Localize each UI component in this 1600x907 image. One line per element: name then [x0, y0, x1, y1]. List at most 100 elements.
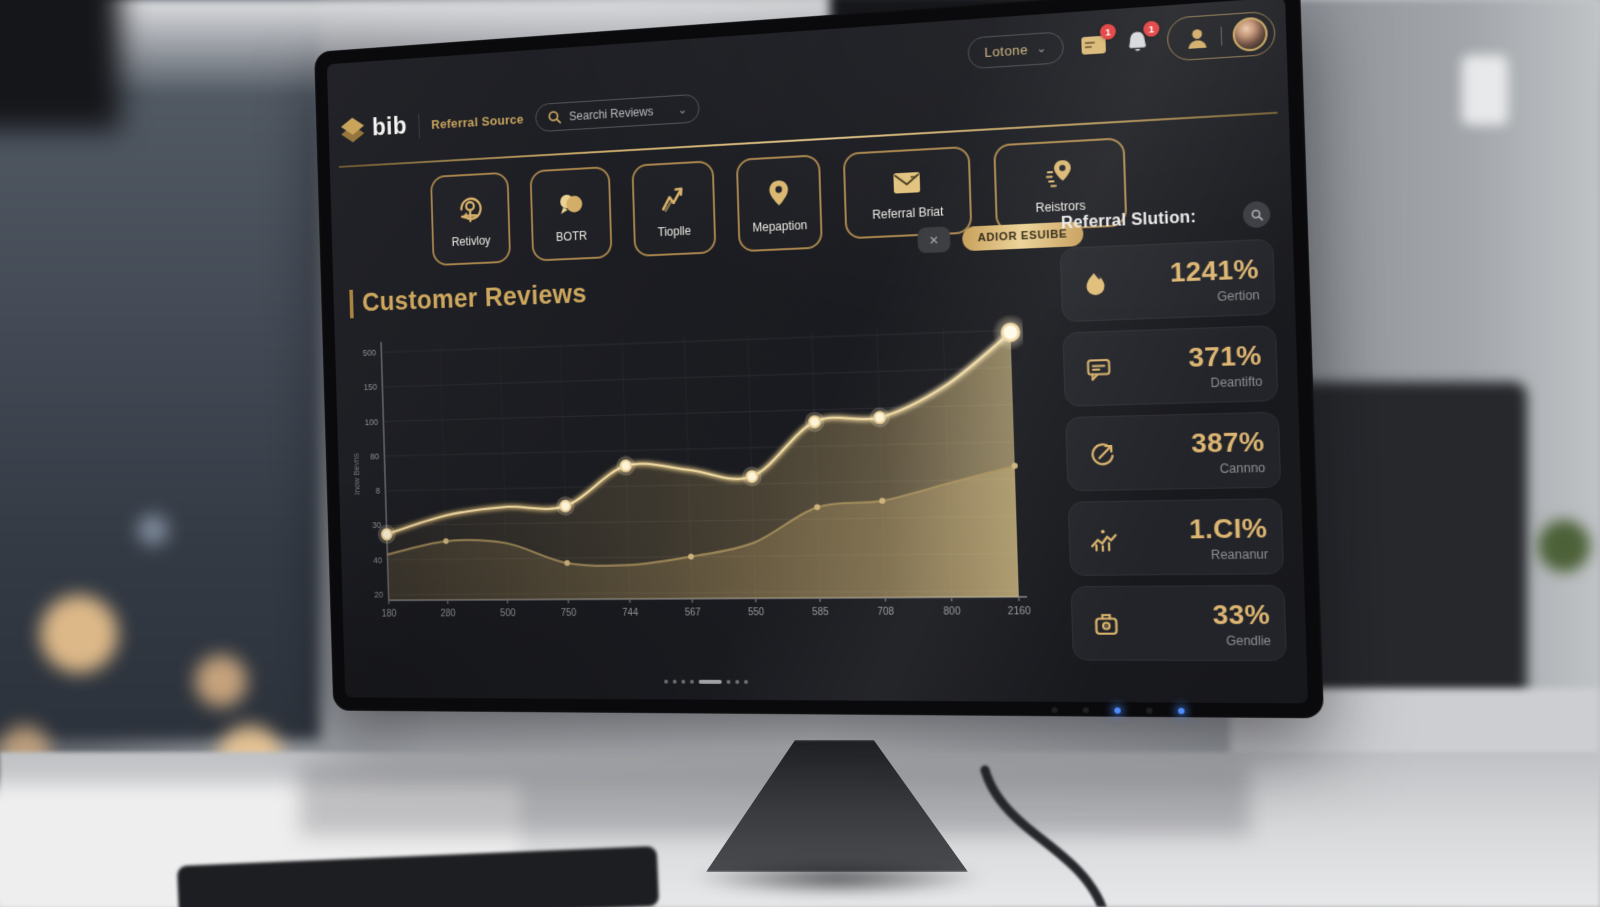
x-tick-label: 180: [381, 609, 396, 620]
search-icon: [548, 109, 562, 124]
account-menu[interactable]: Lotone ⌄: [967, 30, 1065, 69]
y-tick-label: 500: [363, 348, 377, 358]
clouds-icon: [560, 194, 583, 215]
nav-button-tioplle[interactable]: Tioplle: [631, 160, 717, 257]
bezel-button[interactable]: [1082, 707, 1090, 714]
stat-value: 1241%: [1169, 252, 1260, 288]
stat-card-deantifto[interactable]: 371% Deantifto: [1062, 325, 1279, 407]
logo: bib: [339, 112, 407, 144]
x-tick-label: 567: [685, 607, 701, 618]
pagination-dot[interactable]: [743, 679, 749, 684]
chevron-down-icon: ⌄: [677, 101, 688, 117]
x-tick-label: 744: [622, 607, 639, 618]
bezel-button[interactable]: [1051, 706, 1058, 714]
y-tick-label: 80: [370, 451, 379, 461]
pagination-dot[interactable]: [726, 679, 731, 684]
close-button[interactable]: ✕: [917, 226, 951, 254]
nav-label: Retivloy: [451, 233, 491, 249]
trend-arrow-icon: [656, 180, 691, 217]
map-pin-icon: [769, 180, 789, 206]
y-tick-label: 8: [375, 486, 380, 496]
person-refresh-icon: [453, 191, 487, 227]
stat-content: 1241% Gertion: [1123, 252, 1260, 307]
avatar[interactable]: [1232, 16, 1269, 53]
x-tick-label: 585: [812, 607, 829, 619]
stat-value: 1.CI%: [1188, 511, 1268, 545]
stat-content: 33% Gendlie: [1134, 598, 1271, 648]
x-tick-label: 750: [561, 608, 577, 619]
profile-menu[interactable]: [1166, 10, 1276, 62]
pagination-dot[interactable]: [698, 679, 722, 684]
stat-content: 387% Cannno: [1129, 425, 1266, 477]
mail-button[interactable]: 1: [1079, 23, 1117, 58]
page-title: Customer Reviews: [361, 278, 588, 317]
nav-button-referral-briat[interactable]: Referral Briat: [842, 145, 973, 240]
nav-buttons: Retivloy BOTR Tioplle: [430, 137, 1128, 267]
chat-icon: [1078, 352, 1119, 384]
bell-badge: 1: [1143, 20, 1160, 38]
stat-card-gendlie[interactable]: 33% Gendlie: [1070, 584, 1287, 661]
stats-search-button[interactable]: [1242, 200, 1271, 229]
stats-title: Referral Slution:: [1060, 207, 1197, 232]
nav-button-mepaption[interactable]: Mepaption: [735, 154, 823, 253]
wall-lamp: [1462, 55, 1508, 125]
stat-card-gertion[interactable]: 1241% Gertion: [1059, 238, 1276, 323]
monitor-stand-shadow: [628, 852, 1048, 904]
stat-card-cannno[interactable]: 387% Cannno: [1065, 411, 1282, 492]
status-led: [1177, 707, 1185, 715]
notifications-button[interactable]: 1: [1123, 20, 1160, 55]
search-placeholder: Searchi Reviews: [568, 103, 654, 123]
search-input[interactable]: Searchi Reviews ⌄: [535, 93, 701, 133]
chevron-down-icon: ⌄: [1035, 40, 1048, 56]
background-monitor: [1292, 382, 1527, 727]
map-pin-icon: [1075, 267, 1116, 300]
breadcrumb: Referral Source: [431, 111, 524, 132]
search-icon: [1250, 208, 1263, 221]
pagination-dot[interactable]: [681, 679, 686, 684]
logo-icon: [340, 116, 365, 143]
dark-corner: [0, 0, 120, 130]
briefcase-icon: [1086, 608, 1127, 639]
pagination-dot[interactable]: [689, 679, 694, 684]
chart-header: Customer Reviews: [349, 279, 587, 319]
stat-value: 371%: [1187, 338, 1263, 373]
pagination-dot[interactable]: [735, 679, 740, 684]
nav-label: Referral Briat: [872, 204, 944, 222]
logo-text: bib: [371, 112, 408, 142]
header: bib Referral Source Searchi Reviews ⌄: [339, 93, 701, 144]
bokeh-light: [40, 595, 118, 673]
pagination-dot[interactable]: [664, 679, 669, 684]
pagination-dot[interactable]: [672, 679, 677, 684]
stat-content: 371% Deantifto: [1126, 339, 1263, 392]
bezel-button[interactable]: [1146, 707, 1153, 714]
mail-badge: 1: [1099, 23, 1117, 41]
account-label: Lotone: [984, 41, 1029, 60]
stat-label: Gendlie: [1225, 632, 1272, 648]
reviews-chart: 500 150 100 80 8 30 40 20 180 280 500 750 744 567 550 5…: [352, 313, 1032, 620]
y-tick-label: 20: [374, 590, 383, 600]
stat-label: Reananur: [1210, 546, 1269, 562]
nav-button-retivloy[interactable]: Retivloy: [430, 171, 512, 267]
bokeh-light: [138, 515, 168, 545]
stat-label: Cannno: [1219, 459, 1266, 476]
stat-card-reananur[interactable]: 1.CI% Reananur: [1067, 498, 1285, 576]
pin-signal-icon: [1040, 159, 1072, 192]
nav-label: Mepaption: [752, 218, 808, 235]
plant: [1538, 520, 1590, 572]
x-tick-label: 2160: [1008, 606, 1031, 618]
y-tick-label: 40: [373, 555, 382, 565]
monitor: Lotone ⌄ 1 1: [314, 0, 1324, 719]
y-tick-label: 100: [365, 417, 379, 427]
divider: [1220, 26, 1223, 46]
nav-label: BOTR: [555, 228, 588, 244]
nav-label: Tioplle: [657, 223, 692, 240]
refresh-arrow-icon: [1080, 437, 1121, 469]
x-tick-label: 800: [943, 606, 960, 618]
nav-button-botr[interactable]: BOTR: [529, 165, 613, 262]
stats-panel: Referral Slution:: [1059, 200, 1288, 672]
title-accent-bar: [349, 289, 354, 318]
bezel-controls: [1051, 706, 1185, 715]
dashboard-screen: Lotone ⌄ 1 1: [326, 0, 1309, 704]
stat-label: Gertion: [1216, 287, 1260, 304]
